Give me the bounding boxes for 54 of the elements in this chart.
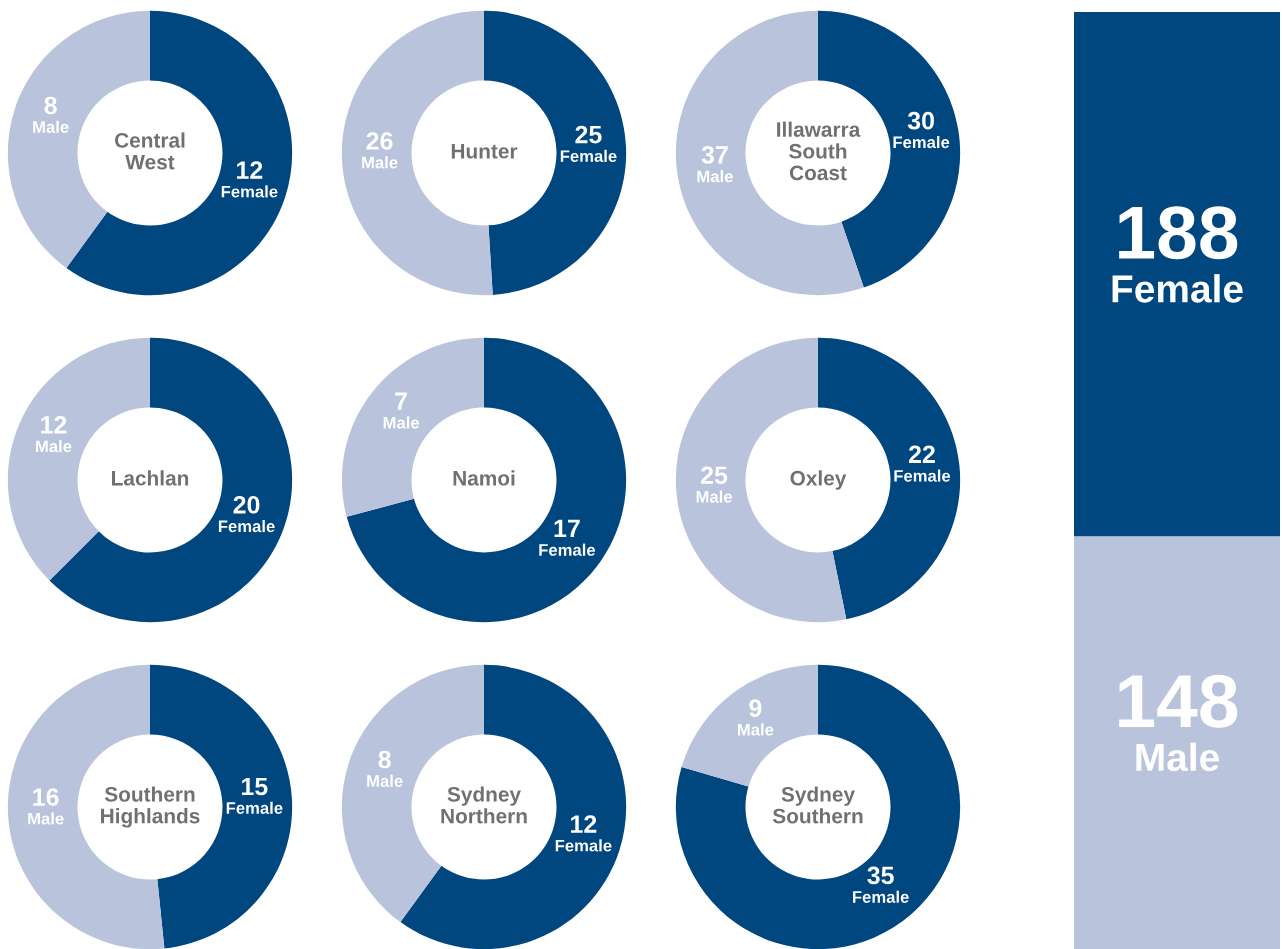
data-label: 12 xyxy=(41,415,67,434)
data-label: 12 xyxy=(571,815,597,833)
slice-label: Female xyxy=(226,801,283,814)
slice-label: Female xyxy=(893,135,950,149)
data-label: 37 xyxy=(701,146,728,164)
donut-slice xyxy=(675,664,961,949)
data-label: 15 xyxy=(242,777,268,796)
slice-label: Female xyxy=(853,890,909,903)
text: Hunter xyxy=(451,144,518,159)
donut-slice xyxy=(675,337,847,623)
data-label: 8 xyxy=(44,96,57,115)
slice-label: Female xyxy=(539,543,596,556)
text: Namoi xyxy=(453,470,515,486)
data-label: 8 xyxy=(378,750,391,769)
slice-label: Male xyxy=(36,440,72,453)
text: Sydney Southern xyxy=(772,786,863,824)
donut-slice xyxy=(675,10,864,296)
data-label: 17 xyxy=(554,519,580,537)
data-label: 26 xyxy=(366,132,393,150)
text: Central West xyxy=(114,132,185,170)
text: Oxley xyxy=(790,470,847,490)
slice-label: Male xyxy=(367,774,403,787)
slice-label: Female xyxy=(560,149,617,163)
donut-slice xyxy=(681,664,818,787)
data-label: 9 xyxy=(749,699,762,717)
slice-label: Male xyxy=(696,490,732,503)
data-label: 35 xyxy=(867,866,894,885)
series-label: Male xyxy=(1136,742,1219,772)
slice-label: Female xyxy=(218,519,275,533)
data-label: 25 xyxy=(701,466,728,485)
slice-label: Male xyxy=(383,416,420,429)
text: Illawarra South Coast xyxy=(777,121,861,181)
slice-label: Female xyxy=(555,839,612,852)
series-label: Female xyxy=(1112,274,1243,303)
data-label: 7 xyxy=(395,392,407,410)
slice-label: Female xyxy=(894,469,951,482)
data-label: 12 xyxy=(237,161,263,179)
data-label: 16 xyxy=(33,788,59,806)
data-label: 22 xyxy=(908,445,935,463)
slice-label: Male xyxy=(697,170,733,183)
donut-slice xyxy=(346,337,627,623)
slice-label: Male xyxy=(28,812,64,825)
data-label: 25 xyxy=(575,125,602,144)
data-label: 20 xyxy=(233,495,260,514)
slice-label: Male xyxy=(737,723,774,736)
data-label: 30 xyxy=(907,111,934,130)
slice-label: Male xyxy=(362,156,398,169)
slice-label: Male xyxy=(33,120,69,133)
data-label: 188 xyxy=(1119,206,1238,260)
text: Lachlan xyxy=(112,470,189,486)
text: Southern Highlands xyxy=(101,786,200,828)
slice-label: Female xyxy=(221,185,278,198)
text: Sydney Northern xyxy=(441,786,527,824)
data-label: 148 xyxy=(1119,674,1238,728)
